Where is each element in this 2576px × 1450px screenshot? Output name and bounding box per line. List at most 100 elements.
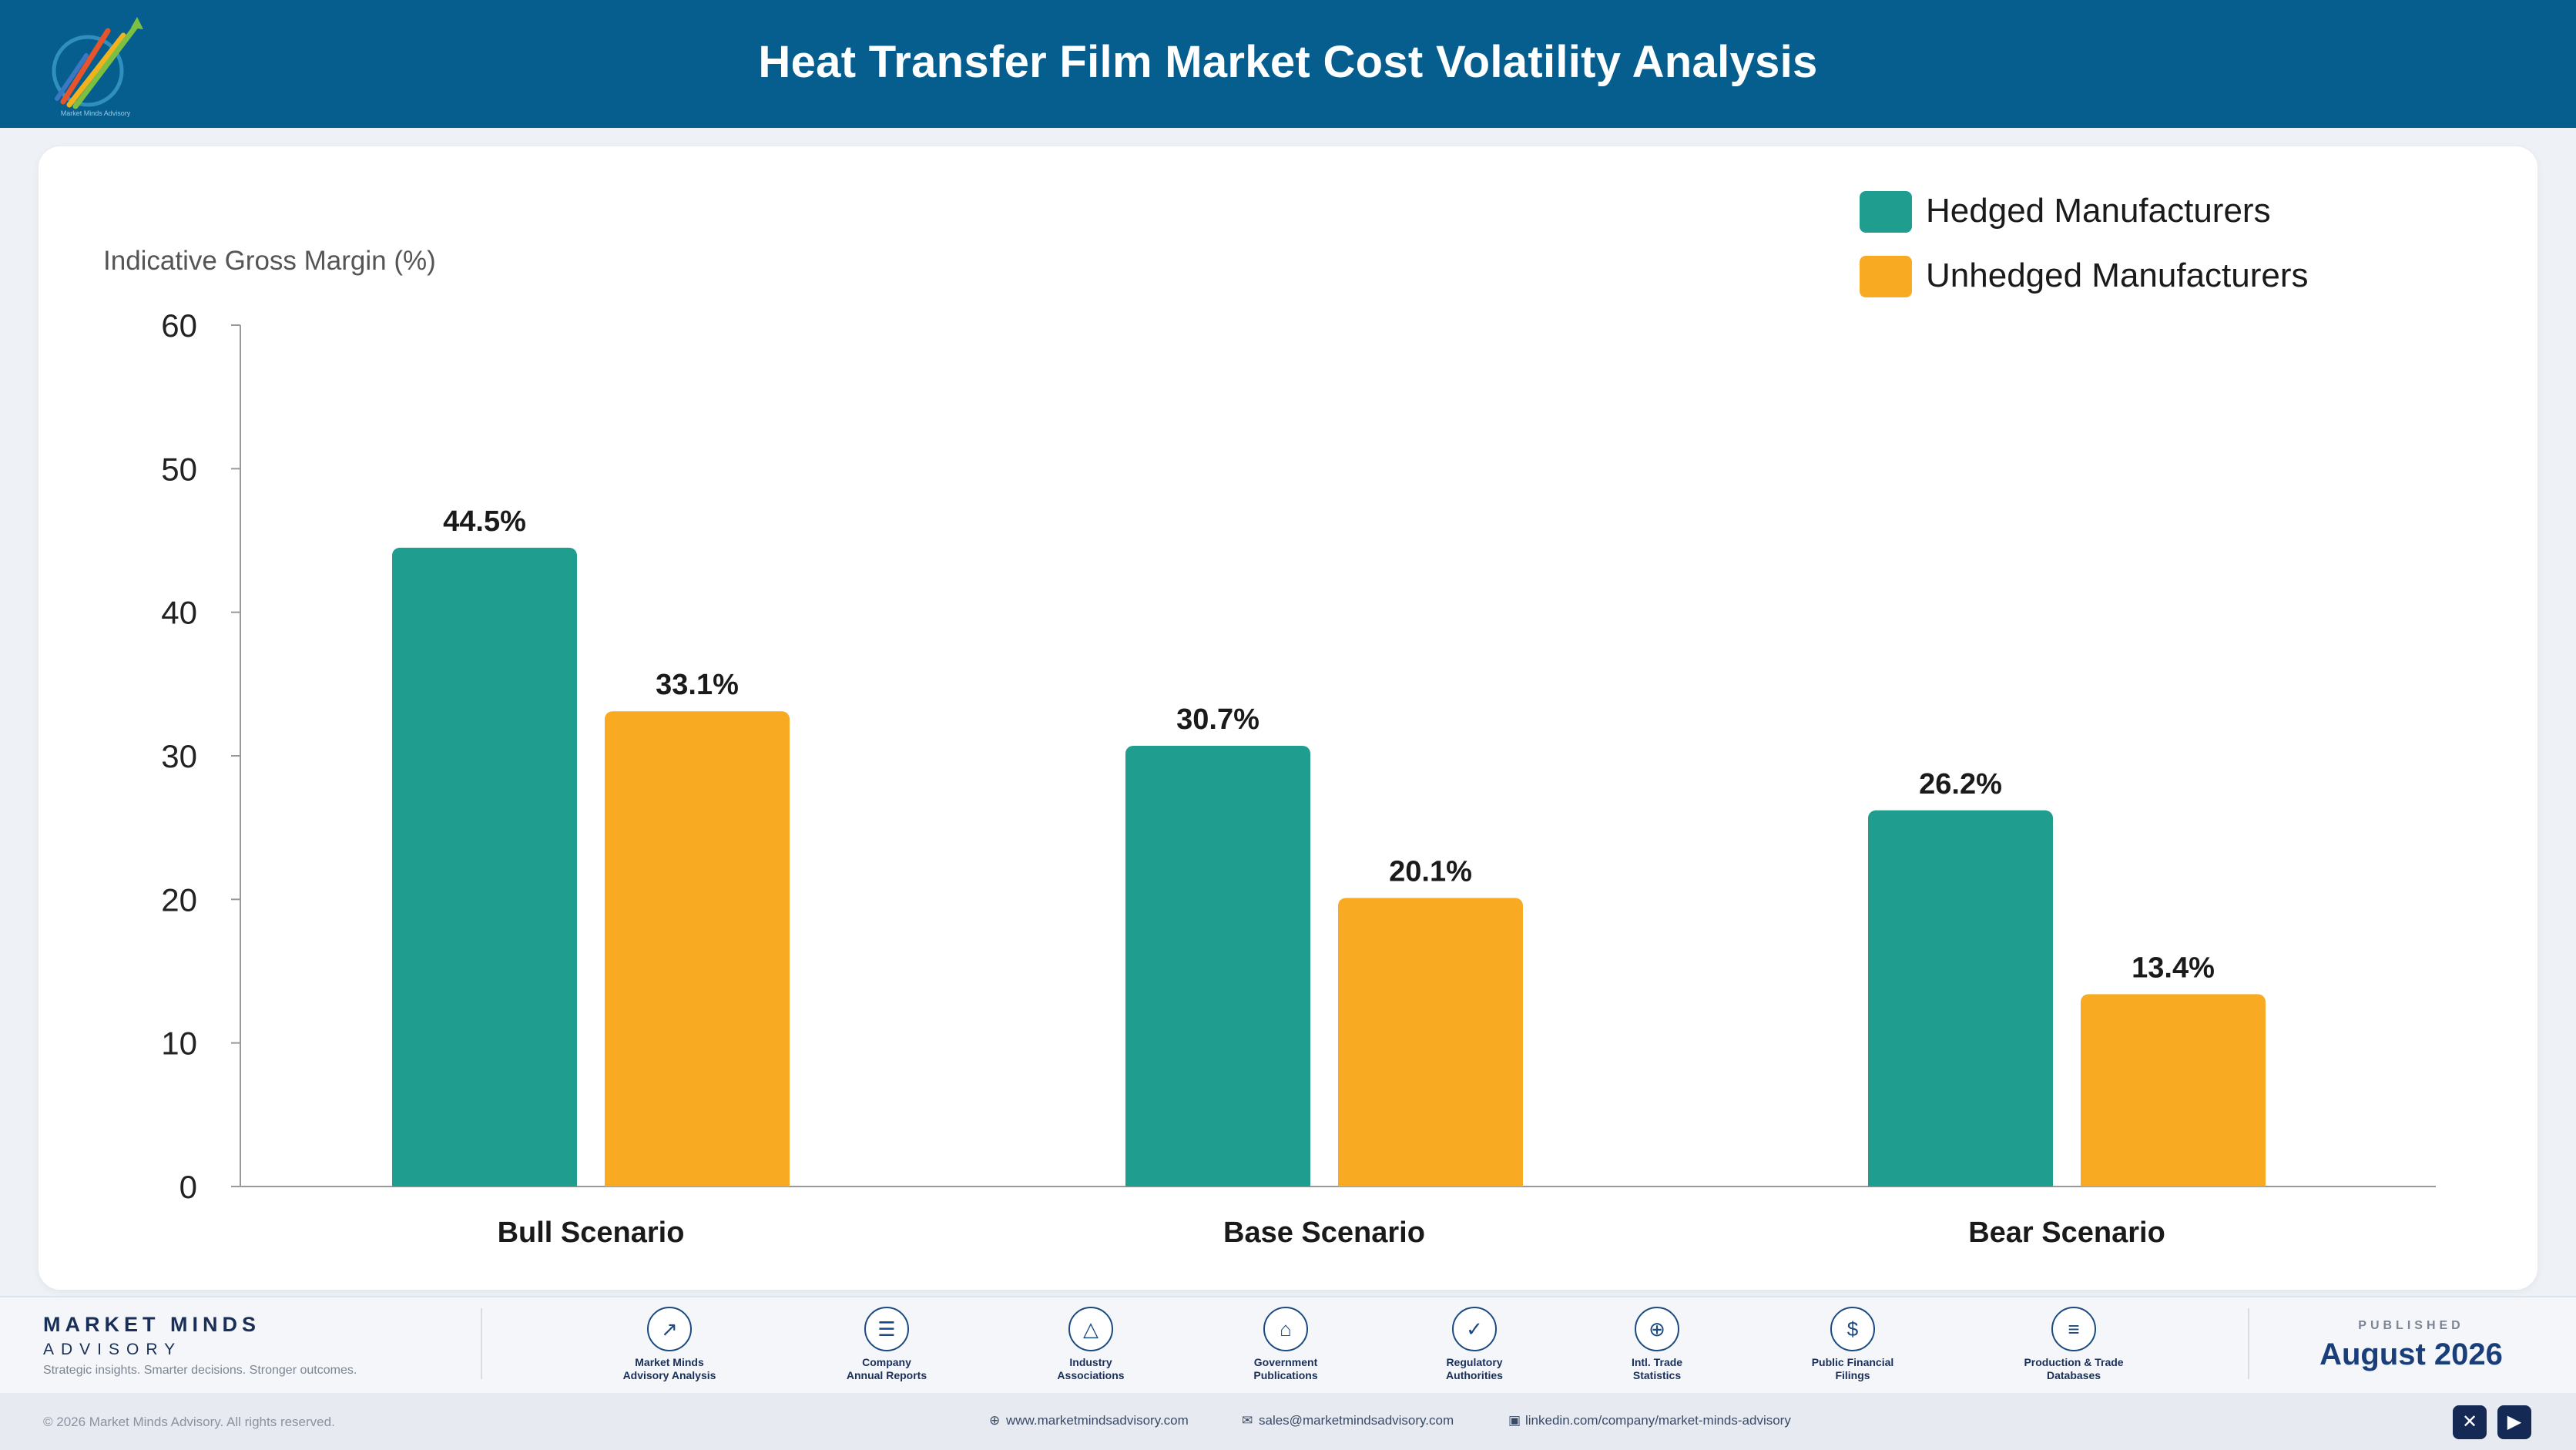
website-text: www.marketmindsadvisory.com (1006, 1413, 1189, 1428)
bar (2081, 1177, 2266, 1187)
x-social-icon[interactable]: ✕ (2453, 1405, 2487, 1439)
source-label: Intl. Trade Statistics (1580, 1356, 1734, 1382)
brand-subtitle: ADVISORY (43, 1341, 183, 1358)
bar (1125, 745, 1310, 1187)
source-label: Government Publications (1209, 1356, 1363, 1382)
bar (2081, 994, 2266, 1187)
published-label: PUBLISHED (2358, 1319, 2464, 1332)
footer-bottom-bar: © 2026 Market Minds Advisory. All rights… (0, 1393, 2576, 1450)
brand-name: MARKET MINDS (43, 1313, 260, 1336)
source-item: ⊕ Intl. Trade Statistics (1580, 1307, 1734, 1382)
source-label-line: Government (1253, 1356, 1318, 1368)
source-item: ⌂ Government Publications (1209, 1307, 1363, 1382)
footer: MARKET MINDS ADVISORY Strategic insights… (0, 1296, 2576, 1450)
source-label-line: Regulatory (1446, 1356, 1503, 1368)
chart-card: Indicative Gross Margin (%) 0 10 20 30 40 50 60… (39, 146, 2537, 1290)
copyright-text: © 2026 Market Minds Advisory. All rights… (43, 1415, 335, 1429)
y-tick-label: 20 (161, 881, 197, 918)
data-sources: ↗ Market Minds Advisory Analysis ☰ Company An… (493, 1307, 2219, 1391)
source-label: Public Financial Filings (1776, 1356, 1930, 1382)
linkedin-icon: ▣ (1508, 1413, 1521, 1428)
website-link[interactable]: ⊕ www.marketmindsadvisory.com (989, 1413, 1189, 1428)
y-axis-label: Indicative Gross Margin (%) (103, 246, 436, 276)
database-icon: ≡ (2051, 1307, 2096, 1351)
bar (605, 1177, 790, 1187)
data-label: 44.5% (443, 505, 526, 538)
source-label-line: Market Minds (635, 1356, 704, 1368)
network-icon: △ (1068, 1307, 1113, 1351)
bar (1338, 1177, 1523, 1187)
bar (392, 1177, 577, 1187)
source-item: ✓ Regulatory Authorities (1397, 1307, 1551, 1382)
source-label-line: Advisory Analysis (622, 1369, 716, 1381)
source-label-line: Authorities (1446, 1369, 1503, 1381)
source-item: $ Public Financial Filings (1776, 1307, 1930, 1382)
logo-caption: Market Minds Advisory (60, 109, 131, 117)
bar (605, 711, 790, 1187)
x-tick-label: Bull Scenario (498, 1217, 685, 1249)
shield-icon: ✓ (1452, 1307, 1497, 1351)
source-label-line: Filings (1835, 1369, 1870, 1381)
x-tick-label: Bear Scenario (1968, 1217, 2165, 1249)
legend-label: Hedged Manufacturers (1926, 192, 2271, 230)
y-tick-label: 30 (161, 738, 197, 774)
report-icon: ☰ (864, 1307, 909, 1351)
source-label-line: Public Financial (1811, 1356, 1894, 1368)
source-label-line: Industry (1069, 1356, 1112, 1368)
source-label-line: Production & Trade (2024, 1356, 2124, 1368)
footer-divider (481, 1308, 482, 1379)
email-link[interactable]: ✉ sales@marketmindsadvisory.com (1242, 1413, 1454, 1428)
brand-tagline: Strategic insights. Smarter decisions. S… (43, 1364, 357, 1377)
source-label-line: Statistics (1632, 1369, 1682, 1381)
y-tick-label: 40 (161, 595, 197, 631)
legend-swatch (1860, 191, 1912, 233)
bar (1868, 1177, 2053, 1187)
company-logo (52, 17, 143, 109)
source-label: Industry Associations (1014, 1356, 1168, 1382)
source-label: Company Annual Reports (810, 1356, 964, 1382)
y-tick-label: 0 (179, 1169, 197, 1205)
bar (1868, 810, 2053, 1187)
mail-icon: ✉ (1242, 1413, 1253, 1428)
source-item: ☰ Company Annual Reports (810, 1307, 964, 1382)
source-label-line: Publications (1253, 1369, 1318, 1381)
source-item: △ Industry Associations (1014, 1307, 1168, 1382)
bar-chart: Indicative Gross Margin (%) 0 10 20 30 40 50 60… (103, 191, 2436, 1249)
source-label: Market Minds Advisory Analysis (592, 1356, 746, 1382)
globe-icon: ⊕ (989, 1413, 1001, 1428)
published-date: August 2026 (2319, 1338, 2503, 1371)
video-social-icon[interactable]: ▶ (2497, 1405, 2531, 1439)
data-label: 33.1% (656, 669, 739, 701)
source-label: Regulatory Authorities (1397, 1356, 1551, 1382)
y-tick-label: 60 (161, 307, 197, 344)
page-title: Heat Transfer Film Market Cost Volatilit… (758, 37, 1818, 87)
source-item: ≡ Production & Trade Databases (1997, 1307, 2151, 1382)
source-label: Production & Trade Databases (1997, 1356, 2151, 1382)
bar (1338, 898, 1523, 1187)
linkedin-link[interactable]: ▣ linkedin.com/company/market-minds-advis… (1508, 1413, 1791, 1428)
dollar-icon: $ (1830, 1307, 1875, 1351)
source-label-line: Databases (2046, 1369, 2101, 1381)
source-label-line: Intl. Trade (1631, 1356, 1683, 1368)
bar (1125, 1177, 1310, 1187)
header-bar: Market Minds Advisory Heat Transfer Film… (0, 0, 2576, 128)
source-item: ↗ Market Minds Advisory Analysis (592, 1307, 746, 1382)
government-icon: ⌂ (1263, 1307, 1308, 1351)
x-tick-label: Base Scenario (1223, 1217, 1425, 1249)
bar (392, 547, 577, 1187)
data-label: 13.4% (2132, 952, 2215, 984)
y-tick-label: 10 (161, 1025, 197, 1062)
source-label-line: Company (862, 1356, 911, 1368)
globe-icon: ⊕ (1635, 1307, 1679, 1351)
data-label: 26.2% (1919, 768, 2002, 801)
source-label-line: Associations (1057, 1369, 1125, 1381)
legend-label: Unhedged Manufacturers (1926, 257, 2309, 294)
y-tick-label: 50 (161, 451, 197, 487)
email-text: sales@marketmindsadvisory.com (1259, 1413, 1454, 1428)
footer-divider (2248, 1308, 2249, 1379)
trend-icon: ↗ (647, 1307, 692, 1351)
legend-swatch (1860, 256, 1912, 297)
linkedin-text: linkedin.com/company/market-minds-adviso… (1525, 1413, 1791, 1428)
data-label: 30.7% (1176, 703, 1259, 736)
data-label: 20.1% (1389, 855, 1472, 888)
